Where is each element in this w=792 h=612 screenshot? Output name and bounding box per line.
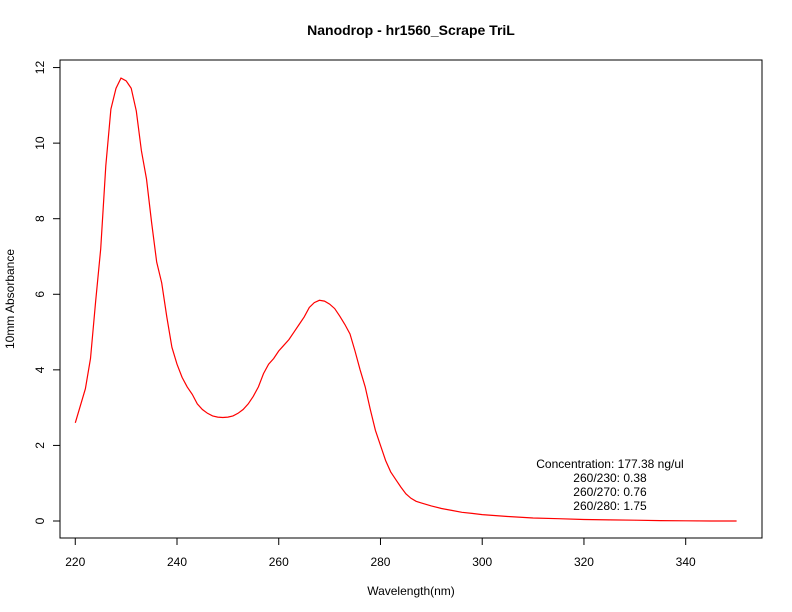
x-axis-label: Wavelength(nm) [367, 584, 455, 598]
y-tick-label: 0 [33, 517, 47, 524]
x-tick-label: 340 [676, 555, 696, 569]
chart-title: Nanodrop - hr1560_Scrape TriL [307, 22, 515, 38]
x-tick-label: 240 [167, 555, 187, 569]
y-axis-label: 10mm Absorbance [3, 249, 17, 349]
x-tick-label: 220 [65, 555, 85, 569]
x-axis: 220 240 260 280 300 320 340 [65, 538, 696, 569]
y-tick-label: 12 [33, 61, 47, 75]
absorbance-line [74, 77, 737, 522]
plot-frame [59, 59, 763, 539]
y-tick-label: 4 [33, 366, 47, 373]
y-tick-label: 6 [33, 291, 47, 298]
y-axis: 0 2 4 6 8 10 12 [33, 61, 60, 524]
y-tick-label: 2 [33, 442, 47, 449]
x-tick-label: 280 [370, 555, 390, 569]
annotation-block: Concentration: 177.38 ng/ul 260/230: 0.3… [536, 457, 683, 513]
y-tick-label: 10 [33, 136, 47, 150]
x-tick-label: 260 [269, 555, 289, 569]
x-tick-label: 300 [472, 555, 492, 569]
x-tick-label: 320 [574, 555, 594, 569]
annotation-concentration: Concentration: 177.38 ng/ul [536, 457, 683, 471]
y-tick-label: 8 [33, 215, 47, 222]
annotation-ratio-260-230: 260/230: 0.38 [573, 471, 647, 485]
annotation-ratio-260-270: 260/270: 0.76 [573, 485, 647, 499]
annotation-ratio-260-280: 260/280: 1.75 [573, 499, 647, 513]
